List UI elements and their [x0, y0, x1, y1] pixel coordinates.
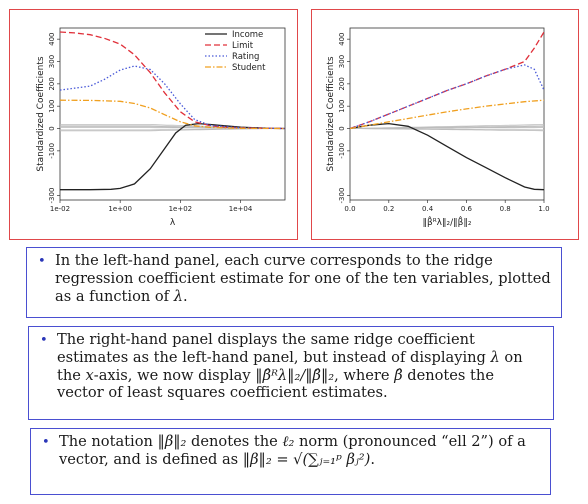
minor-variable-line	[60, 128, 285, 132]
y-tick-label: -100	[338, 143, 346, 159]
text-run: denotes the	[186, 433, 283, 450]
bullet-icon: •	[38, 254, 46, 269]
plot-frame	[59, 27, 286, 201]
text-run: .	[182, 287, 188, 305]
text-run: The notation	[59, 433, 158, 450]
text-run: -axis, we now display	[93, 366, 256, 384]
text-run: .	[370, 450, 375, 468]
series-line	[59, 65, 286, 130]
series-line	[349, 99, 545, 130]
bullet-icon: •	[42, 435, 50, 450]
minor-variable-line	[350, 127, 544, 129]
y-axis-label: Standardized Coefficients	[36, 56, 46, 172]
text-run: norm (pronounced “ell 2”) of a vector, a…	[59, 433, 526, 468]
y-tick-label: 400	[338, 32, 346, 45]
math-beta-hat: β̂	[394, 366, 403, 384]
math-beta-norm: ‖β‖₂	[157, 433, 187, 450]
series-line	[349, 64, 545, 130]
y-tick-label: 300	[338, 55, 346, 68]
y-tick-label: 0	[338, 126, 346, 130]
y-axis-label: Standardized Coefficients	[326, 56, 336, 172]
x-tick-label: 0.0	[344, 205, 355, 213]
x-tick-label: 1e+02	[169, 205, 193, 213]
series-line	[349, 31, 545, 130]
y-tick-label: -100	[48, 143, 56, 159]
y-tick-label: 100	[48, 99, 56, 112]
y-tick-label: 400	[48, 32, 56, 45]
y-tick-label: 200	[338, 77, 346, 90]
minor-variable-line	[349, 128, 545, 132]
right-chart: -300 -100 0 100 200 300 400 0.0 0.2 0.4 0.6 0.8 1.0 S…	[326, 27, 550, 228]
bullet-box-3: • The notation ‖β‖₂ denotes the ℓ₂ norm …	[30, 428, 551, 495]
math-x: x	[85, 366, 94, 384]
legend-label: Student	[232, 63, 266, 73]
x-tick-label: 1e-02	[50, 205, 70, 213]
y-tick-label: 300	[48, 55, 56, 68]
math-lambda: λ	[490, 348, 500, 366]
y-tick-label: -300	[48, 188, 56, 204]
legend-label: Income	[232, 30, 263, 40]
text-run: , where	[334, 366, 395, 384]
text-run: In the left-hand panel, each curve corre…	[55, 252, 551, 305]
x-axis-label: λ	[170, 218, 176, 228]
x-tick-label: 0.2	[383, 205, 394, 213]
x-tick-label: 1e+04	[229, 205, 253, 213]
text-run: on the	[57, 348, 523, 384]
left-chart: -300 -100 0 100 200 300 400 1e-02 1e+00 1e+02 1e+0…	[36, 27, 286, 228]
math-lambda: λ	[173, 287, 183, 305]
y-tick-label: -300	[338, 188, 346, 204]
x-tick-label: 0.8	[500, 205, 511, 213]
legend-label: Rating	[232, 52, 259, 62]
series-line	[59, 99, 286, 130]
left-ridge-path-panel: -300 -100 0 100 200 300 400 1e-02 1e+00 1e+02 1e+0…	[9, 9, 298, 240]
x-tick-label: 0.6	[461, 205, 473, 213]
series-line	[349, 122, 545, 191]
x-tick-label: 1.0	[538, 205, 549, 213]
x-axis-label: ‖β̂ᴿλ‖₂/‖β̂‖₂	[423, 215, 472, 228]
minor-variable-line	[60, 127, 285, 129]
y-tick-label: 200	[48, 77, 56, 90]
text-run: The right-hand panel displays the same r…	[57, 331, 491, 366]
y-tick-label: 0	[48, 126, 56, 130]
y-tick-label: 100	[338, 99, 346, 112]
x-tick-label: 1e+00	[108, 205, 132, 213]
legend-label: Limit	[232, 41, 254, 51]
math-norm-ratio: ‖β̂ᴿλ‖₂/‖β̂‖₂	[255, 366, 335, 384]
bullet-box-2: • The right-hand panel displays the same…	[28, 326, 554, 420]
math-norm-definition: ‖β‖₂ = √(∑ⱼ₌₁ᵖ βⱼ²)	[242, 450, 371, 468]
right-ridge-path-panel: -300 -100 0 100 200 300 400 0.0 0.2 0.4 0.6 0.8 1.0 S…	[311, 9, 579, 240]
text-run: denotes the vector of least squares coef…	[57, 366, 494, 402]
series-line	[60, 122, 286, 191]
x-tick-label: 0.4	[422, 205, 434, 213]
math-ell2: ℓ₂	[282, 433, 295, 450]
bullet-icon: •	[40, 333, 48, 348]
plot-frame	[349, 27, 545, 201]
bullet-box-1: • In the left-hand panel, each curve cor…	[26, 247, 562, 318]
